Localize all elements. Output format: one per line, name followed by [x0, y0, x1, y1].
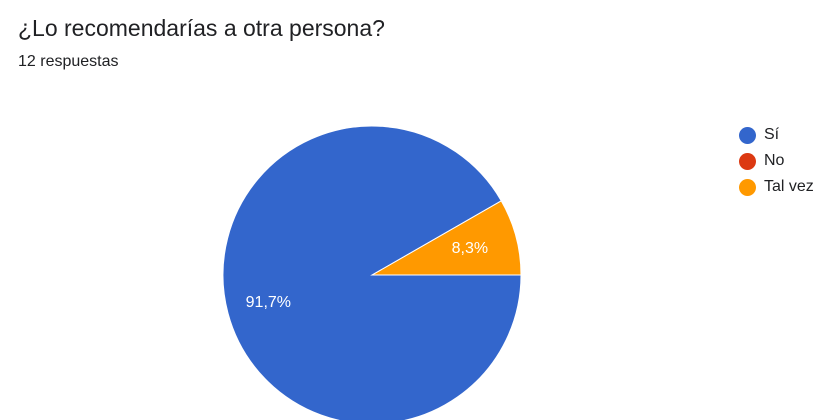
pie-slice-0[interactable]: [222, 125, 522, 420]
response-count: 12 respuestas: [18, 53, 119, 70]
legend-swatch-icon: [739, 126, 756, 144]
legend-item-1[interactable]: No: [739, 149, 814, 173]
legend: Sí No Tal vez: [739, 123, 814, 201]
slice-label-0: 91,7%: [246, 294, 291, 311]
legend-item-2[interactable]: Tal vez: [739, 175, 814, 199]
legend-label: Tal vez: [764, 178, 814, 195]
chart-title: ¿Lo recomendarías a otra persona?: [18, 15, 385, 41]
legend-swatch-icon: [739, 178, 756, 196]
legend-label: Sí: [764, 126, 780, 143]
legend-swatch-icon: [739, 152, 756, 170]
legend-item-0[interactable]: Sí: [739, 123, 814, 147]
legend-label: No: [764, 152, 785, 169]
slice-label-2: 8,3%: [452, 240, 488, 257]
